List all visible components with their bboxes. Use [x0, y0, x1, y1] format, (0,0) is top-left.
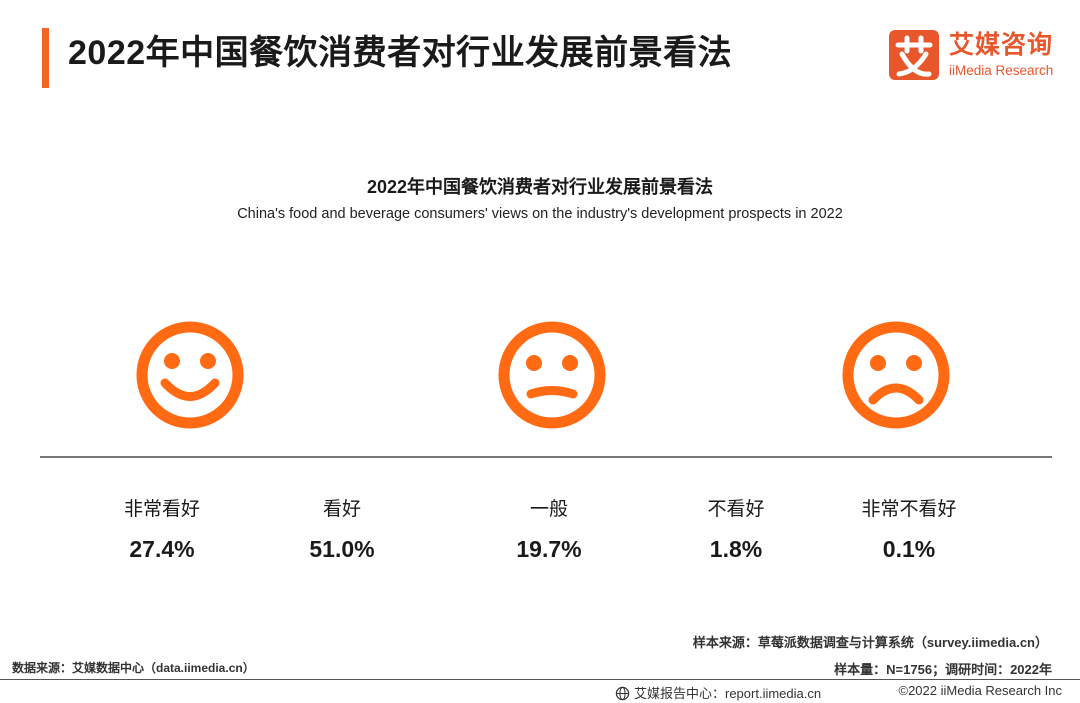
category-value: 1.8%: [709, 536, 763, 562]
title-accent-bar: [42, 28, 49, 88]
category-label: 一般: [529, 499, 568, 520]
category-value: 27.4%: [129, 536, 195, 562]
report-center-text: 艾媒报告中心：report.iimedia.cn: [634, 686, 822, 701]
sad-face-icon: [842, 321, 950, 429]
category-label: 非常看好: [123, 499, 200, 520]
category-label: 看好: [322, 499, 361, 520]
logo-text-en: iiMedia Research: [949, 63, 1054, 78]
category-label: 非常不看好: [861, 499, 957, 520]
logo-text-cn: 艾媒咨询: [949, 31, 1054, 59]
category-value: 51.0%: [309, 536, 375, 562]
page-title: 2022年中国餐饮消费者对行业发展前景看法: [68, 34, 733, 72]
iimedia-logo: 艾媒咨询 iiMedia Research: [889, 30, 1069, 82]
logo-mark-icon: [889, 30, 939, 80]
footer-divider: [0, 679, 1080, 680]
neutral-face-icon: [498, 321, 606, 429]
category-label: 不看好: [707, 499, 765, 520]
data-source-note: 数据来源：艾媒数据中心（data.iimedia.cn）: [12, 661, 255, 675]
copyright-text: ©2022 iiMedia Research Inc: [898, 683, 1063, 698]
chart-subtitle: China's food and beverage consumers' vie…: [237, 206, 843, 222]
category-value: 0.1%: [882, 536, 936, 562]
chart-title: 2022年中国餐饮消费者对行业发展前景看法: [366, 177, 714, 197]
smiley-face-icon: [136, 321, 244, 429]
globe-icon: [615, 686, 630, 701]
sample-source-note: 样本来源：草莓派数据调查与计算系统（survey.iimedia.cn）: [692, 635, 1048, 650]
report-center-link[interactable]: 艾媒报告中心：report.iimedia.cn: [615, 683, 821, 702]
category-value: 19.7%: [516, 536, 582, 562]
divider-line: [40, 456, 1052, 458]
sample-size-note: 样本量：N=1756；调研时间：2022年: [834, 662, 1052, 677]
